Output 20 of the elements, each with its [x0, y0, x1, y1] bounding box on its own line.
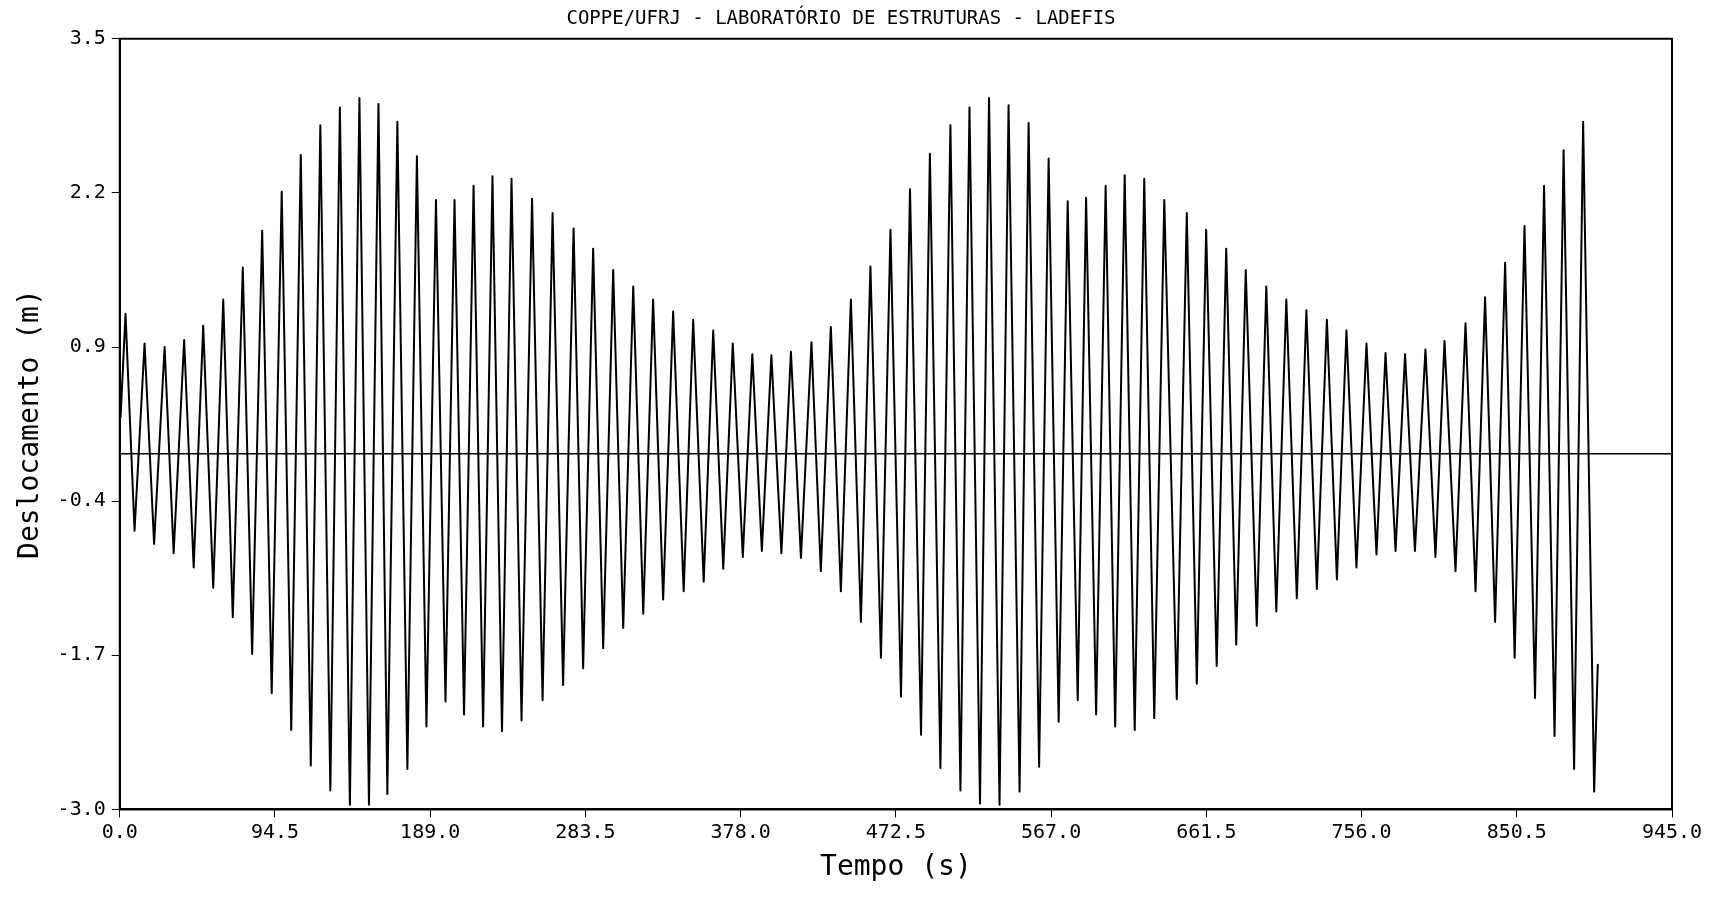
- x-tick-label: 0.0: [101, 818, 138, 843]
- x-axis-title: Tempo (s): [820, 849, 972, 883]
- y-axis-title: Deslocamento (m): [12, 289, 46, 559]
- x-tick-label: 378.0: [710, 818, 771, 843]
- x-tick-label: 945.0: [1641, 818, 1703, 843]
- x-tick-label: 472.5: [865, 818, 926, 843]
- x-tick-label: 283.5: [555, 818, 616, 843]
- x-tick-label: 661.5: [1176, 818, 1237, 843]
- x-tick-label: 850.5: [1486, 818, 1547, 843]
- x-tick-label: 189.0: [400, 818, 461, 843]
- x-tick-label: 567.0: [1021, 818, 1082, 843]
- y-tick-label: -0.4: [57, 487, 106, 512]
- y-tick-label: 2.2: [69, 179, 106, 204]
- y-tick-label: -1.7: [57, 641, 106, 666]
- chart-title: COPPE/UFRJ - LABORATÓRIO DE ESTRUTURAS - LADEFIS: [566, 5, 1116, 29]
- y-tick-label: 0.9: [69, 333, 106, 358]
- x-tick-label: 756.0: [1331, 818, 1392, 843]
- y-tick-label: -3.0: [57, 795, 106, 820]
- x-tick-label: 94.5: [250, 818, 300, 843]
- y-tick-label: 3.5: [69, 25, 106, 49]
